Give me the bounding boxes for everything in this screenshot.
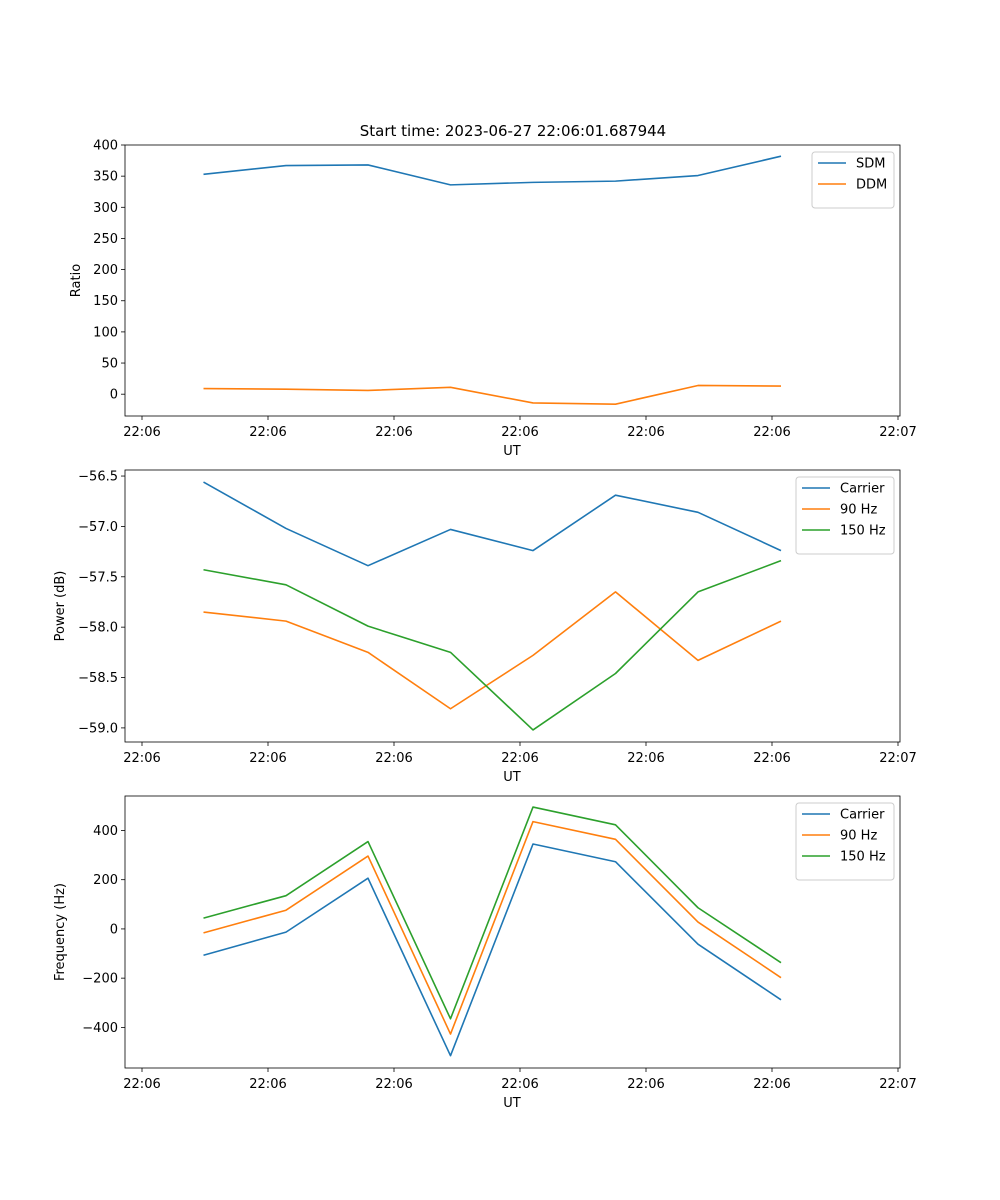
y-tick-label: 150: [93, 294, 118, 309]
y-tick-label: −59.0: [78, 721, 118, 736]
x-tick-label: 22:06: [753, 1077, 790, 1092]
x-tick-label: 22:06: [627, 425, 664, 440]
axes-frame: [124, 795, 901, 1069]
subplots-group: 0 50 100 150 200 250 300 350 400 22:06 22:06 22:06 2…: [53, 139, 917, 1112]
legend-label: Carrier: [840, 808, 885, 823]
subplot-2: −59.0 −58.5 −58.0 −57.5 −57.0 −56.5 22:06 22:06…: [53, 470, 917, 785]
x-tick-label: 22:06: [249, 751, 286, 766]
y-tick-label: 250: [93, 232, 118, 247]
x-axis-label: UT: [503, 1096, 521, 1111]
legend: Carrier 90 Hz 150 Hz: [795, 802, 895, 881]
legend-box: [811, 151, 895, 209]
y-tick-label: 0: [110, 388, 118, 403]
subplot-3: −400 −200 0 200 400 22:06 22:06 22:06 22:06 22:06…: [53, 795, 917, 1111]
series-line-150-hz: [203, 806, 782, 1020]
subplot-1: 0 50 100 150 200 250 300 350 400 22:06 22:06 22:06 2…: [69, 139, 917, 460]
y-tick-label: 300: [93, 201, 118, 216]
x-tick-label: 22:06: [123, 1077, 160, 1092]
y-tick-label: 50: [101, 357, 118, 372]
y-tick-label: 400: [93, 824, 118, 839]
series-line-ddm: [203, 384, 782, 405]
y-tick-label: −58.0: [78, 621, 118, 636]
x-tick-label: 22:07: [879, 751, 916, 766]
x-tick-label: 22:06: [501, 1077, 538, 1092]
x-tick-label: 22:07: [879, 1077, 916, 1092]
legend-box: [795, 802, 895, 881]
series-line-carrier: [203, 481, 782, 567]
legend: SDM DDM: [811, 151, 895, 209]
legend-label: 150 Hz: [840, 524, 886, 539]
x-tick-label: 22:06: [753, 425, 790, 440]
y-tick-label: 0: [110, 922, 118, 937]
x-tick-label: 22:06: [627, 1077, 664, 1092]
legend-label: SDM: [856, 157, 885, 172]
y-tick-label: −57.0: [78, 520, 118, 535]
y-tick-label: −58.5: [78, 671, 118, 686]
x-axis-label: UT: [503, 770, 521, 785]
series-line-carrier: [203, 843, 782, 1057]
y-axis-label: Ratio: [69, 264, 84, 297]
y-tick-label: 350: [93, 170, 118, 185]
x-tick-label: 22:06: [123, 425, 160, 440]
series-line-90-hz: [203, 820, 782, 1035]
x-tick-label: 22:06: [375, 425, 412, 440]
legend-label: Carrier: [840, 482, 885, 497]
legend-box: [795, 476, 895, 555]
series-line-150-hz: [203, 559, 782, 731]
x-tick-label: 22:06: [627, 751, 664, 766]
axes-frame: [124, 469, 901, 743]
x-tick-label: 22:06: [123, 751, 160, 766]
y-axis-label: Frequency (Hz): [53, 883, 68, 981]
legend-label: DDM: [856, 178, 887, 193]
figure-title: Start time: 2023-06-27 22:06:01.687944: [360, 122, 666, 140]
y-tick-label: 400: [93, 139, 118, 154]
x-axis-label: UT: [503, 444, 521, 459]
y-tick-label: −200: [82, 972, 118, 987]
y-tick-label: −400: [82, 1021, 118, 1036]
legend: Carrier 90 Hz 150 Hz: [795, 476, 895, 555]
axes-frame: [124, 144, 901, 417]
y-tick-label: 100: [93, 325, 118, 340]
legend-label: 90 Hz: [840, 503, 877, 518]
series-line-90-hz: [203, 591, 782, 710]
series-line-sdm: [203, 155, 782, 186]
x-tick-label: 22:06: [753, 751, 790, 766]
x-tick-label: 22:07: [879, 425, 916, 440]
x-tick-label: 22:06: [249, 1077, 286, 1092]
y-tick-label: −56.5: [78, 470, 118, 485]
x-tick-label: 22:06: [375, 751, 412, 766]
x-tick-label: 22:06: [375, 1077, 412, 1092]
y-axis-label: Power (dB): [53, 571, 68, 642]
x-tick-label: 22:06: [501, 425, 538, 440]
legend-label: 90 Hz: [840, 829, 877, 844]
legend-label: 150 Hz: [840, 850, 886, 865]
y-tick-label: 200: [93, 873, 118, 888]
x-tick-label: 22:06: [249, 425, 286, 440]
x-tick-label: 22:06: [501, 751, 538, 766]
y-tick-label: −57.5: [78, 570, 118, 585]
y-tick-label: 200: [93, 263, 118, 278]
